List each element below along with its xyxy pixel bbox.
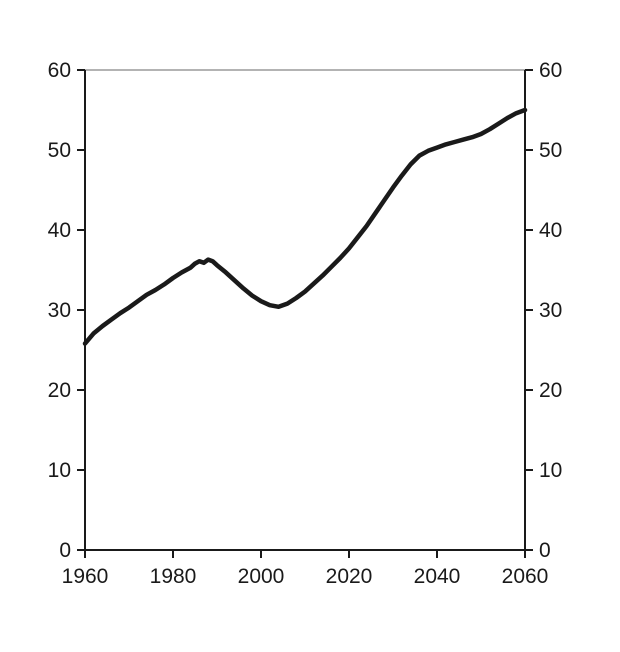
y-axis-right-tick-label: 30 — [539, 299, 562, 322]
data-series-line — [82, 107, 528, 346]
x-axis-tick-label: 2040 — [414, 565, 461, 588]
y-axis-right-tick-label: 50 — [539, 139, 562, 162]
y-axis-left-tick-label: 20 — [48, 379, 71, 402]
y-axis-right-tick-label: 40 — [539, 219, 562, 242]
x-axis-tick-label: 2020 — [326, 565, 373, 588]
y-axis-right-tick-label: 20 — [539, 379, 562, 402]
x-axis-tick-label: 2060 — [502, 565, 549, 588]
x-axis-tick-label: 2000 — [238, 565, 285, 588]
y-axis-left-tick-label: 60 — [48, 59, 71, 82]
y-axis-left-tick-label: 10 — [48, 459, 71, 482]
x-axis-tick-label: 1980 — [150, 565, 197, 588]
y-axis-left-tick-label: 30 — [48, 299, 71, 322]
y-axis-right-tick-label: 10 — [539, 459, 562, 482]
y-axis-right-tick-label: 0 — [539, 539, 551, 562]
y-axis-left-tick-label: 0 — [59, 539, 71, 562]
y-axis-left-tick-label: 40 — [48, 219, 71, 242]
x-axis-tick-label: 1960 — [62, 565, 109, 588]
y-axis-right-tick-label: 60 — [539, 59, 562, 82]
y-axis-left-tick-label: 50 — [48, 139, 71, 162]
